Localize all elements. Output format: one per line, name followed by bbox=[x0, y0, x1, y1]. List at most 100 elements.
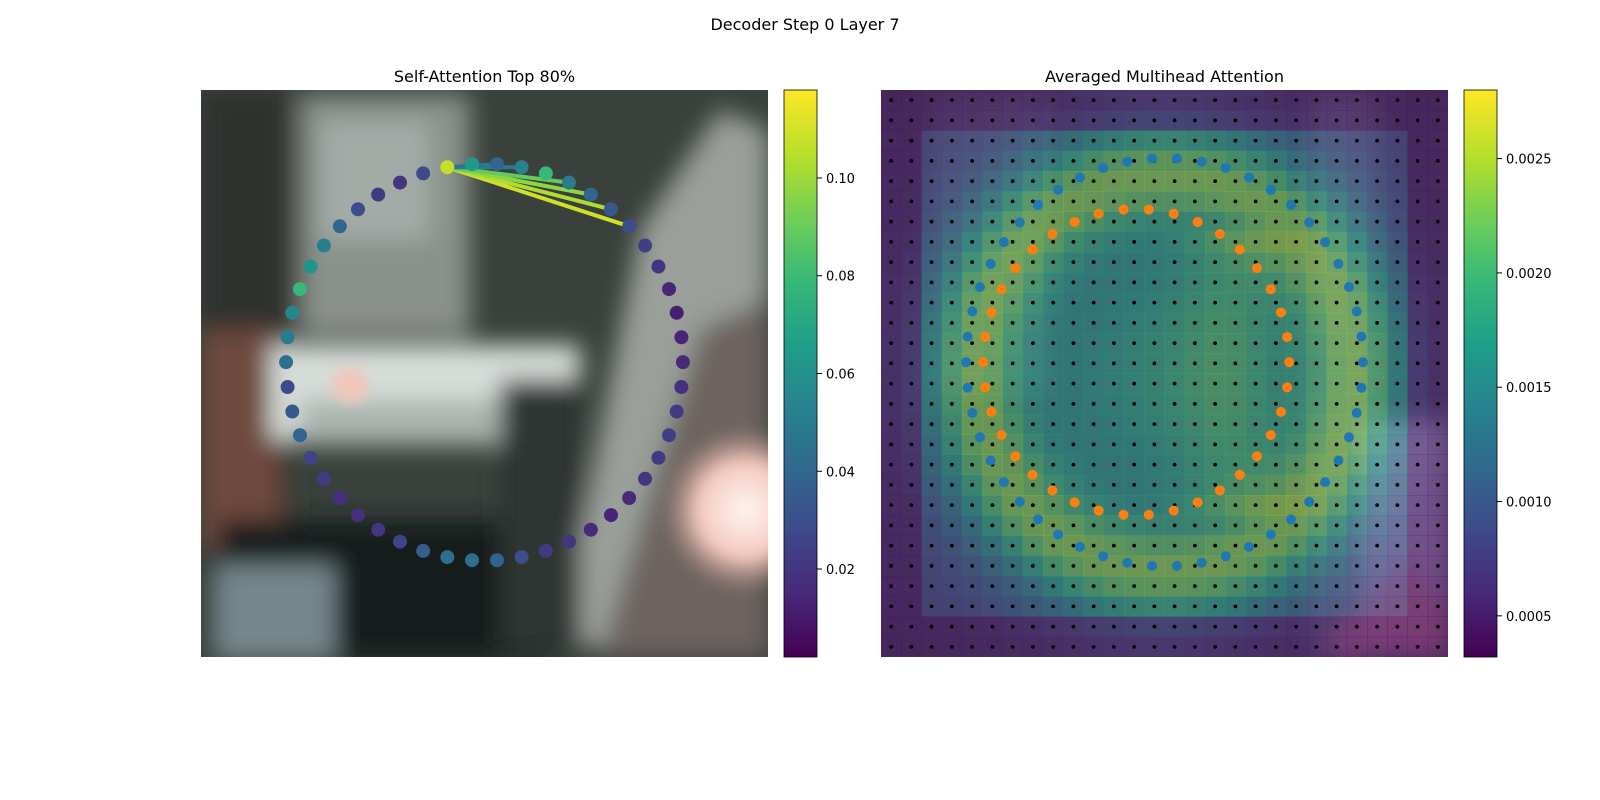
grid-point bbox=[1294, 138, 1299, 143]
grid-point bbox=[909, 199, 914, 204]
grid-point bbox=[1152, 280, 1157, 285]
inner-ring-point bbox=[1275, 307, 1286, 318]
grid-point bbox=[1091, 98, 1096, 103]
outer-ring-point bbox=[1033, 514, 1044, 525]
grid-point bbox=[949, 624, 954, 629]
outer-ring-point bbox=[974, 282, 985, 293]
grid-point bbox=[949, 98, 954, 103]
grid-point bbox=[909, 482, 914, 487]
grid-point bbox=[990, 361, 995, 366]
grid-point bbox=[1030, 624, 1035, 629]
grid-point bbox=[1030, 462, 1035, 467]
inner-ring-point bbox=[1047, 485, 1058, 496]
grid-point bbox=[1213, 523, 1218, 528]
outer-ring-point bbox=[1243, 541, 1254, 552]
grid-point bbox=[970, 179, 975, 184]
outer-ring-point bbox=[1196, 156, 1207, 167]
grid-point bbox=[1314, 644, 1319, 649]
grid-point bbox=[1314, 199, 1319, 204]
grid-point bbox=[949, 341, 954, 346]
grid-point bbox=[1091, 422, 1096, 427]
grid-point bbox=[1273, 503, 1278, 508]
grid-point bbox=[1213, 381, 1218, 386]
grid-point bbox=[929, 98, 934, 103]
grid-point bbox=[970, 503, 975, 508]
grid-point bbox=[1415, 563, 1420, 568]
grid-point bbox=[1314, 523, 1319, 528]
colorbar-tick-label: 0.0015 bbox=[1506, 381, 1552, 396]
grid-point bbox=[889, 422, 894, 427]
colorbar-tick-label: 0.0020 bbox=[1506, 267, 1552, 282]
grid-point bbox=[1435, 442, 1440, 447]
grid-point bbox=[1213, 442, 1218, 447]
outer-ring-point bbox=[1356, 331, 1367, 342]
grid-point bbox=[1030, 179, 1035, 184]
grid-point bbox=[1354, 563, 1359, 568]
grid-point bbox=[1192, 280, 1197, 285]
grid-point bbox=[1334, 158, 1339, 163]
grid-point bbox=[909, 401, 914, 406]
grid-point bbox=[1172, 543, 1177, 548]
grid-point bbox=[1091, 341, 1096, 346]
outer-ring-point bbox=[1265, 184, 1276, 195]
grid-point bbox=[909, 219, 914, 224]
grid-point bbox=[1375, 401, 1380, 406]
grid-point bbox=[1395, 300, 1400, 305]
grid-point bbox=[1375, 320, 1380, 325]
grid-point bbox=[1192, 523, 1197, 528]
grid-point bbox=[1152, 300, 1157, 305]
grid-point bbox=[909, 503, 914, 508]
grid-point bbox=[1273, 361, 1278, 366]
grid-point bbox=[1091, 158, 1096, 163]
grid-point bbox=[929, 300, 934, 305]
grid-point bbox=[1213, 239, 1218, 244]
outer-ring-point bbox=[974, 432, 985, 443]
grid-point bbox=[1233, 138, 1238, 143]
grid-point bbox=[1213, 462, 1218, 467]
grid-point bbox=[1233, 300, 1238, 305]
grid-point bbox=[1294, 320, 1299, 325]
grid-point bbox=[929, 138, 934, 143]
grid-point bbox=[1172, 462, 1177, 467]
grid-point bbox=[1051, 179, 1056, 184]
grid-point bbox=[990, 543, 995, 548]
grid-point bbox=[1152, 260, 1157, 265]
outer-ring-point bbox=[1053, 184, 1064, 195]
grid-point bbox=[909, 320, 914, 325]
grid-point bbox=[1375, 98, 1380, 103]
grid-point bbox=[1071, 260, 1076, 265]
grid-point bbox=[1273, 158, 1278, 163]
grid-point bbox=[1192, 624, 1197, 629]
grid-point bbox=[1395, 543, 1400, 548]
grid-point bbox=[909, 422, 914, 427]
grid-point bbox=[1030, 401, 1035, 406]
grid-point bbox=[1091, 523, 1096, 528]
grid-point bbox=[1375, 138, 1380, 143]
grid-point bbox=[1192, 604, 1197, 609]
grid-point bbox=[1132, 401, 1137, 406]
grid-point bbox=[1273, 179, 1278, 184]
grid-point bbox=[1375, 604, 1380, 609]
outer-ring-point bbox=[1351, 306, 1362, 317]
colorbar-1: 0.02 0.04 0.06 0.08 0.10 bbox=[783, 89, 855, 658]
grid-point bbox=[1395, 219, 1400, 224]
grid-point bbox=[1294, 260, 1299, 265]
grid-point bbox=[1334, 543, 1339, 548]
outer-ring-point bbox=[1243, 172, 1254, 183]
grid-point bbox=[1253, 604, 1258, 609]
grid-point bbox=[1294, 98, 1299, 103]
grid-point bbox=[1354, 442, 1359, 447]
grid-point bbox=[1051, 543, 1056, 548]
grid-point bbox=[1354, 118, 1359, 123]
grid-point bbox=[1415, 584, 1420, 589]
grid-point bbox=[1253, 462, 1258, 467]
grid-point bbox=[1071, 320, 1076, 325]
grid-point bbox=[1132, 563, 1137, 568]
grid-point bbox=[990, 482, 995, 487]
grid-point bbox=[949, 199, 954, 204]
grid-point bbox=[1071, 624, 1076, 629]
grid-point bbox=[1273, 341, 1278, 346]
grid-point bbox=[909, 644, 914, 649]
query-point bbox=[303, 450, 318, 465]
query-point bbox=[416, 543, 431, 558]
